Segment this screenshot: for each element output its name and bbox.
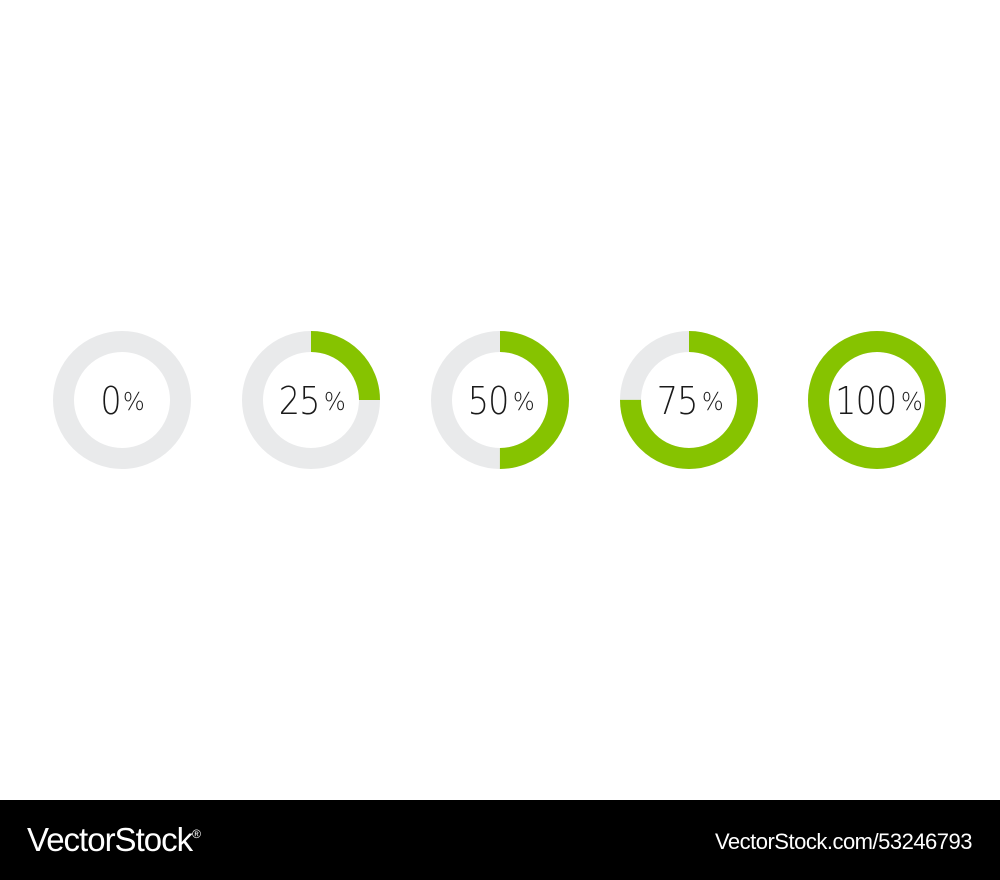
gauge-fill-arc	[808, 331, 946, 469]
canvas: 0% 25% 50% 75% 100%	[53, 331, 946, 469]
brand-mark: ®	[192, 827, 201, 841]
gauge-value: 50	[468, 379, 510, 423]
gauge-ring	[808, 331, 946, 469]
gauge-ring	[431, 331, 569, 469]
gauge-value: 0	[100, 379, 121, 423]
gauge-label: 75%	[620, 331, 758, 469]
gauge-unit: %	[901, 386, 923, 416]
gauge-75-percent: 75%	[620, 331, 758, 469]
gauge-unit: %	[512, 386, 535, 416]
gauge-ring	[620, 331, 758, 469]
gauge-0-percent: 0%	[53, 331, 191, 469]
gauge-unit: %	[701, 386, 724, 416]
gauge-label: 0%	[53, 331, 191, 469]
gauge-fill-arc	[620, 331, 758, 469]
gauge-50-percent: 50%	[431, 331, 569, 469]
gauge-unit: %	[123, 386, 145, 416]
gauge-value: 100	[835, 379, 897, 423]
gauge-track	[53, 331, 191, 469]
brand-name: VectorStock	[27, 821, 193, 858]
gauge-value: 75	[657, 379, 699, 423]
gauge-ring	[242, 331, 380, 469]
gauge-100-percent: 100%	[808, 331, 946, 469]
gauge-unit: %	[323, 386, 346, 416]
gauge-label: 50%	[431, 331, 569, 469]
footer-bar: VectorStock® VectorStock.com/53246793	[0, 800, 1000, 880]
image-id: VectorStock.com/53246793	[714, 829, 973, 854]
gauge-ring	[53, 331, 191, 469]
gauge-fill-arc	[242, 331, 380, 469]
gauge-label: 100%	[808, 331, 946, 469]
gauge-value: 25	[279, 379, 321, 423]
gauge-label: 25%	[242, 331, 380, 469]
gauge-25-percent: 25%	[242, 331, 380, 469]
brand-logo: VectorStock®	[27, 818, 201, 862]
gauge-fill-arc	[431, 331, 569, 469]
